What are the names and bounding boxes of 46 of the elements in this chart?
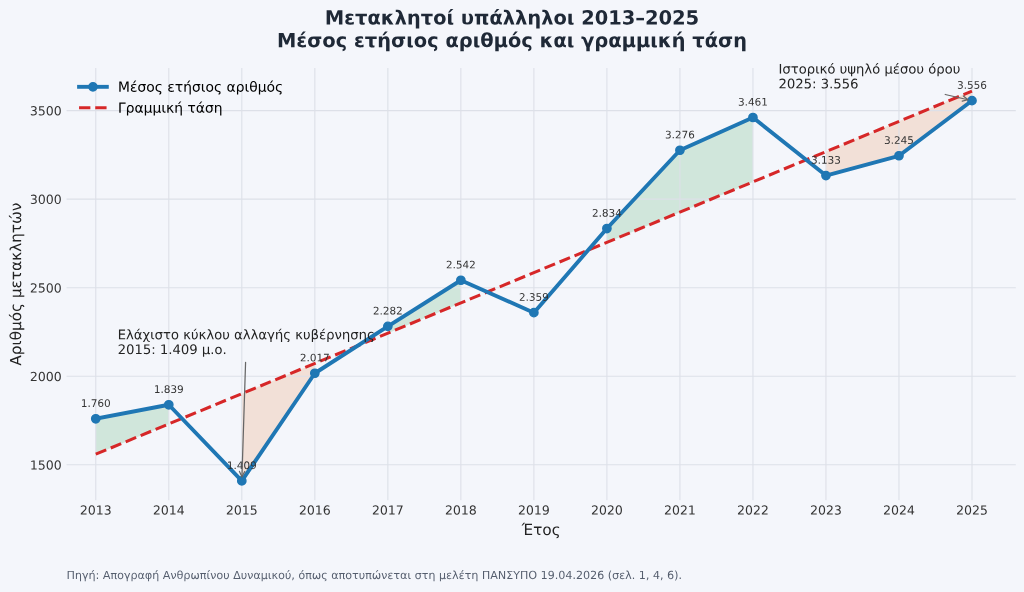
point bbox=[967, 95, 977, 106]
point bbox=[456, 275, 466, 286]
point bbox=[894, 150, 904, 161]
y-axis-title: Αριθμός μετακλητών bbox=[8, 203, 25, 366]
x-tick-label: 2017 bbox=[372, 505, 403, 515]
legend-label: Γραμμική τάση bbox=[119, 101, 222, 116]
y-tick-label: 3000 bbox=[30, 194, 61, 205]
x-axis-title: Έτος bbox=[521, 522, 560, 539]
point bbox=[675, 145, 685, 156]
x-tick-label: 2013 bbox=[80, 505, 111, 515]
x-tick-label: 2018 bbox=[445, 505, 476, 515]
point bbox=[90, 413, 101, 424]
data-label: 2.542 bbox=[446, 260, 475, 269]
x-tick-label: 2025 bbox=[957, 505, 987, 515]
y-tick-label: 1500 bbox=[31, 460, 61, 470]
point bbox=[236, 476, 247, 486]
point bbox=[309, 368, 320, 379]
data-label: 3.245 bbox=[884, 136, 913, 145]
data-label: 3.276 bbox=[665, 130, 695, 139]
legend-label: Μέσος ετήσιος αριθμός bbox=[119, 80, 282, 95]
text: Πηγή: Απογραφή Ανθρωπίνου Δυναμικού, όπως αποτυπώνεται στη μελέτη ΠΑΝΣΥΠΟ 19.04.2026 (σελ. 1, 4, 6). bbox=[67, 570, 681, 582]
x-tick-label: 2022 bbox=[737, 505, 768, 515]
y-tick-label: 2000 bbox=[30, 371, 61, 382]
y-tick-label: 3500 bbox=[30, 106, 61, 116]
point bbox=[602, 223, 612, 234]
x-tick-label: 2019 bbox=[518, 505, 549, 515]
point bbox=[163, 399, 174, 410]
point bbox=[529, 307, 539, 318]
data-label: 3.556 bbox=[957, 81, 987, 89]
x-tick-label: 2016 bbox=[299, 505, 330, 515]
y-tick-label: 2500 bbox=[30, 283, 61, 293]
x-tick-label: 2014 bbox=[153, 505, 184, 515]
x-tick-label: 2024 bbox=[883, 505, 915, 515]
data-label: 3.133 bbox=[811, 155, 841, 164]
point bbox=[821, 170, 831, 181]
x-tick-label: 2021 bbox=[664, 505, 695, 515]
x-tick-label: 2020 bbox=[591, 505, 622, 515]
x-tick-label: 2023 bbox=[810, 505, 841, 515]
data-label: 1.760 bbox=[82, 399, 110, 408]
point bbox=[382, 321, 393, 332]
point bbox=[748, 112, 758, 123]
data-label: 3.461 bbox=[738, 97, 767, 106]
x-tick-label: 2015 bbox=[226, 505, 257, 515]
data-label: 1.839 bbox=[155, 385, 183, 394]
data-label: 2.282 bbox=[373, 306, 402, 315]
chart-title: Μετακλητοί υπάλληλοι 2013–2025 Μέσος ετήσιος αριθμός και γραμμική τάση bbox=[278, 8, 746, 52]
